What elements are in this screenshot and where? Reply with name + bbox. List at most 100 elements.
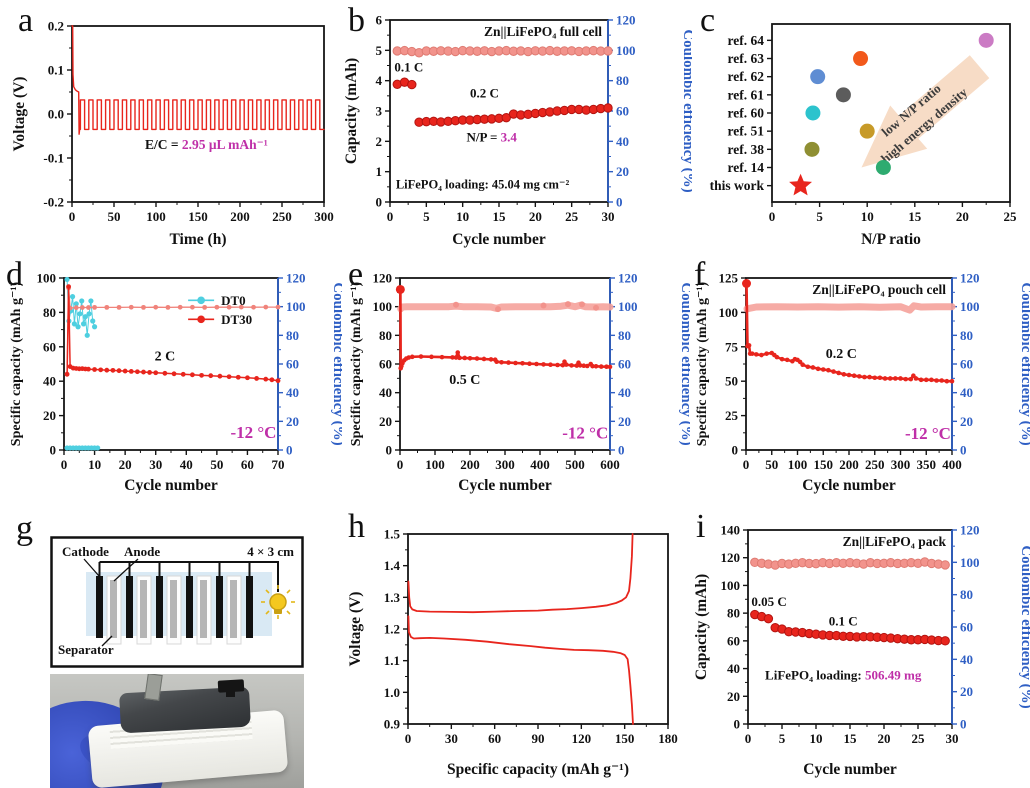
- svg-text:0: 0: [397, 457, 404, 472]
- svg-text:1.2: 1.2: [384, 622, 400, 637]
- svg-text:20: 20: [956, 209, 969, 224]
- svg-text:10: 10: [810, 731, 823, 746]
- svg-text:Time (h): Time (h): [170, 231, 227, 248]
- svg-text:0: 0: [69, 209, 76, 224]
- svg-text:Voltage (V): Voltage (V): [347, 592, 364, 667]
- svg-text:400: 400: [530, 457, 550, 472]
- svg-text:120: 120: [286, 271, 306, 286]
- svg-text:0.2 C: 0.2 C: [826, 347, 857, 362]
- svg-text:Capacity (mAh): Capacity (mAh): [693, 574, 710, 680]
- svg-text:30: 30: [602, 209, 615, 224]
- svg-text:100: 100: [146, 209, 166, 224]
- svg-text:5: 5: [423, 209, 430, 224]
- svg-text:0: 0: [50, 443, 57, 458]
- svg-text:ref. 62: ref. 62: [728, 69, 765, 84]
- panel-a-chart: 0 50 100 150 200 250 300 -0.2 -0.1 0.0 0.1 0.2 Time …: [11, 19, 334, 249]
- svg-text:350: 350: [917, 457, 937, 472]
- svg-text:-12 °C: -12 °C: [230, 423, 276, 442]
- svg-text:200: 200: [839, 457, 859, 472]
- svg-text:40: 40: [960, 385, 973, 400]
- svg-text:0.1: 0.1: [48, 63, 64, 78]
- svg-text:-0.2: -0.2: [43, 195, 64, 210]
- svg-text:100: 100: [960, 555, 980, 570]
- svg-text:120: 120: [721, 550, 741, 565]
- svg-text:0.5 C: 0.5 C: [449, 373, 480, 388]
- pouch-cell-photo: [50, 674, 304, 788]
- svg-text:Coulombic efficiency (%): Coulombic efficiency (%): [330, 282, 342, 445]
- svg-text:60: 60: [241, 457, 254, 472]
- svg-text:N/P = 3.4: N/P = 3.4: [467, 129, 518, 144]
- panel-d-label: d: [6, 256, 23, 293]
- svg-text:this work: this work: [710, 178, 765, 193]
- svg-text:Zn||LiFePO₄ full cell: Zn||LiFePO₄ full cell: [484, 24, 602, 39]
- svg-text:3: 3: [376, 104, 383, 119]
- svg-text:15: 15: [844, 731, 858, 746]
- svg-text:0.9: 0.9: [384, 717, 401, 732]
- svg-text:30: 30: [445, 731, 458, 746]
- svg-text:50: 50: [210, 457, 223, 472]
- svg-text:20: 20: [960, 414, 973, 429]
- svg-text:Coulombic efficiency (%): Coulombic efficiency (%): [680, 29, 692, 192]
- svg-text:100: 100: [618, 299, 638, 314]
- svg-text:80: 80: [960, 587, 973, 602]
- svg-text:500: 500: [565, 457, 585, 472]
- svg-text:1: 1: [376, 164, 383, 179]
- svg-text:150: 150: [814, 457, 834, 472]
- svg-text:Zn||LiFePO₄ pack: Zn||LiFePO₄ pack: [843, 534, 947, 549]
- svg-text:Specific capacity (mAh g⁻¹): Specific capacity (mAh g⁻¹): [9, 281, 24, 446]
- light-bulb-icon: [261, 585, 295, 619]
- panel-a-label: a: [18, 2, 34, 39]
- svg-text:60: 60: [379, 357, 392, 372]
- svg-text:Coulombic efficiency (%): Coulombic efficiency (%): [1018, 282, 1030, 445]
- battery-tab-stem: [226, 689, 235, 697]
- svg-text:0.1 C: 0.1 C: [394, 60, 423, 75]
- svg-text:10: 10: [456, 209, 469, 224]
- svg-text:250: 250: [865, 457, 885, 472]
- svg-text:40: 40: [180, 457, 193, 472]
- svg-text:80: 80: [616, 73, 629, 88]
- svg-text:20: 20: [529, 209, 542, 224]
- svg-text:E/C = 2.95 μL mAh⁻¹: E/C = 2.95 μL mAh⁻¹: [145, 137, 268, 152]
- svg-text:100: 100: [719, 305, 739, 320]
- svg-text:0: 0: [734, 717, 741, 732]
- svg-text:1.0: 1.0: [384, 685, 400, 700]
- pouch-schematic: Cathode Anode 4 × 3 cm Separator: [50, 536, 304, 668]
- svg-text:80: 80: [286, 328, 299, 343]
- svg-text:40: 40: [379, 385, 392, 400]
- svg-text:15: 15: [493, 209, 507, 224]
- svg-text:ref. 51: ref. 51: [728, 124, 765, 139]
- svg-text:0.05 C: 0.05 C: [751, 594, 786, 609]
- svg-text:300: 300: [891, 457, 911, 472]
- svg-text:N/P ratio: N/P ratio: [861, 231, 921, 248]
- svg-text:50: 50: [765, 457, 778, 472]
- svg-text:0: 0: [769, 209, 776, 224]
- anode-bars: [110, 580, 237, 638]
- svg-text:100: 100: [616, 43, 636, 58]
- svg-text:ref. 60: ref. 60: [728, 106, 765, 121]
- svg-text:120: 120: [618, 271, 638, 286]
- svg-text:40: 40: [727, 661, 740, 676]
- svg-text:0: 0: [61, 457, 68, 472]
- svg-text:100: 100: [788, 457, 808, 472]
- svg-text:140: 140: [721, 523, 741, 538]
- panel-d-chart: 0 10 20 30 40 50 60 700204060801000204060801001…: [9, 271, 342, 495]
- svg-text:ref. 38: ref. 38: [728, 142, 765, 157]
- panel-g-pouch-illustration: Cathode Anode 4 × 3 cm Separator: [8, 506, 330, 788]
- svg-text:300: 300: [314, 209, 334, 224]
- panel-h-chart: 0 30 60 90 120 150 180 0.9 1.0 1.1 1.2 1.3 1.4 1.5 Spe…: [347, 527, 678, 779]
- svg-text:0: 0: [405, 731, 412, 746]
- svg-text:4: 4: [376, 73, 383, 88]
- svg-text:0.2 C: 0.2 C: [470, 85, 499, 100]
- svg-text:Cycle number: Cycle number: [452, 231, 546, 248]
- panel-f-chart: 0 50 100 150 200 250 300 350 4000255075100125020…: [695, 271, 1030, 495]
- svg-text:20: 20: [286, 414, 299, 429]
- svg-text:0.2: 0.2: [48, 19, 64, 34]
- svg-text:30: 30: [946, 731, 959, 746]
- svg-text:0: 0: [745, 731, 752, 746]
- svg-text:Specific capacity (mAh g⁻¹): Specific capacity (mAh g⁻¹): [447, 761, 629, 778]
- svg-text:Zn||LiFePO₄ pouch cell: Zn||LiFePO₄ pouch cell: [812, 282, 946, 297]
- svg-text:1.3: 1.3: [384, 590, 401, 605]
- panel-g-label: g: [16, 510, 33, 547]
- svg-text:0: 0: [286, 443, 293, 458]
